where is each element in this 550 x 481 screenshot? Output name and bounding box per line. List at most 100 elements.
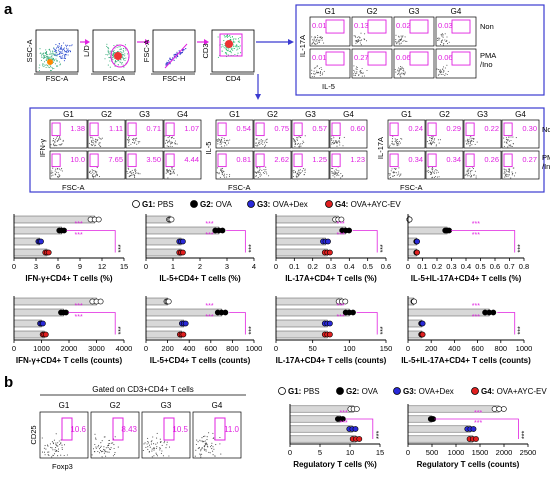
x-tick-label: 1000 [516, 344, 533, 353]
event-dot [108, 448, 111, 450]
event-dot [341, 176, 343, 178]
event-dot [57, 172, 59, 174]
event-dot [106, 45, 108, 47]
event-dot [107, 451, 109, 453]
group-header: G4 [451, 7, 462, 16]
gate-percentage: 10.0 [70, 155, 85, 164]
event-dot [166, 142, 169, 144]
flow-plot-frame [125, 150, 164, 180]
legend-marker [247, 200, 255, 208]
gate-percentage: 11.0 [224, 425, 240, 434]
event-dot [319, 71, 322, 73]
x-tick-label: 4000 [116, 344, 133, 353]
event-dot [232, 39, 234, 41]
event-dot [465, 140, 467, 142]
event-dot [56, 60, 58, 62]
event-dot [438, 71, 441, 73]
event-dot [171, 168, 173, 170]
event-dot [317, 41, 319, 43]
event-dot [321, 68, 323, 70]
event-dot [55, 47, 58, 49]
event-dot [53, 144, 55, 146]
x-tick-label: 0.4 [344, 262, 354, 271]
event-dot [101, 451, 103, 453]
bar [407, 405, 500, 413]
event-dot [230, 36, 232, 38]
event-dot [175, 143, 177, 145]
event-dot [268, 175, 270, 177]
event-dot [60, 46, 62, 48]
event-dot [263, 172, 265, 175]
event-dot [435, 144, 437, 146]
event-dot [108, 439, 110, 441]
event-dot [133, 174, 135, 176]
event-dot [360, 72, 362, 75]
gate-percentage: 0.13 [354, 21, 369, 30]
event-dot [47, 54, 49, 56]
event-dot [259, 175, 261, 177]
event-dot [99, 446, 102, 449]
condition-label: PMA [542, 153, 550, 162]
event-dot [55, 58, 57, 60]
gate-rect [389, 122, 399, 137]
gate-percentage: 2.62 [274, 155, 289, 164]
event-dot [395, 141, 397, 143]
event-dot [110, 447, 112, 449]
gating-plot-frame [211, 29, 255, 73]
event-dot [225, 48, 227, 50]
event-dot [99, 142, 101, 144]
event-dot [67, 48, 69, 50]
event-dot [168, 455, 170, 457]
significance-bracket [226, 230, 246, 253]
x-tick-label: 2 [198, 262, 202, 271]
event-dot [56, 53, 58, 55]
data-point [325, 238, 331, 245]
x-tick-label: 1000 [33, 344, 50, 353]
event-dot [223, 40, 225, 42]
event-dot [218, 173, 220, 175]
event-dot [258, 171, 260, 173]
event-dot [235, 46, 237, 48]
gate-rect [293, 153, 303, 168]
event-dot [224, 145, 226, 147]
event-dot [359, 40, 361, 42]
event-dot [398, 35, 400, 37]
event-dot [58, 440, 60, 442]
event-dot [95, 141, 97, 143]
event-dot [399, 69, 401, 71]
gate-arrowhead [204, 39, 209, 45]
significance-stars: *** [248, 326, 255, 334]
event-dot [441, 33, 443, 35]
event-dot [166, 170, 168, 172]
event-dot [342, 175, 344, 177]
event-dot [100, 442, 102, 444]
event-dot [400, 38, 403, 40]
panel-label-a: a [4, 1, 13, 18]
event-dot [94, 140, 96, 142]
event-dot [396, 174, 398, 176]
event-dot [466, 143, 468, 145]
event-dot [303, 141, 305, 144]
event-dot [58, 52, 60, 54]
event-dot [443, 70, 445, 72]
event-dot [167, 60, 170, 62]
event-dot [169, 57, 171, 59]
bar [13, 248, 48, 257]
data-point [38, 238, 44, 245]
event-dot [510, 145, 512, 147]
event-dot [65, 44, 67, 46]
flow-panel-box [29, 107, 545, 193]
gate-percentage: 0.27 [354, 53, 369, 62]
event-dot [468, 139, 470, 141]
x-tick-label: 0.4 [461, 262, 471, 271]
flow-plot-frame [351, 48, 393, 79]
x-axis-label: IL-5+IL-17A+CD4+ T cells (counts) [401, 356, 531, 365]
event-dot [153, 449, 155, 451]
flow-plot-frame [49, 150, 88, 180]
event-dot [133, 173, 135, 175]
event-dot [174, 140, 177, 142]
event-dot [67, 50, 69, 52]
event-dot [63, 54, 65, 56]
group-header: G2 [101, 110, 112, 119]
event-dot [402, 35, 404, 37]
